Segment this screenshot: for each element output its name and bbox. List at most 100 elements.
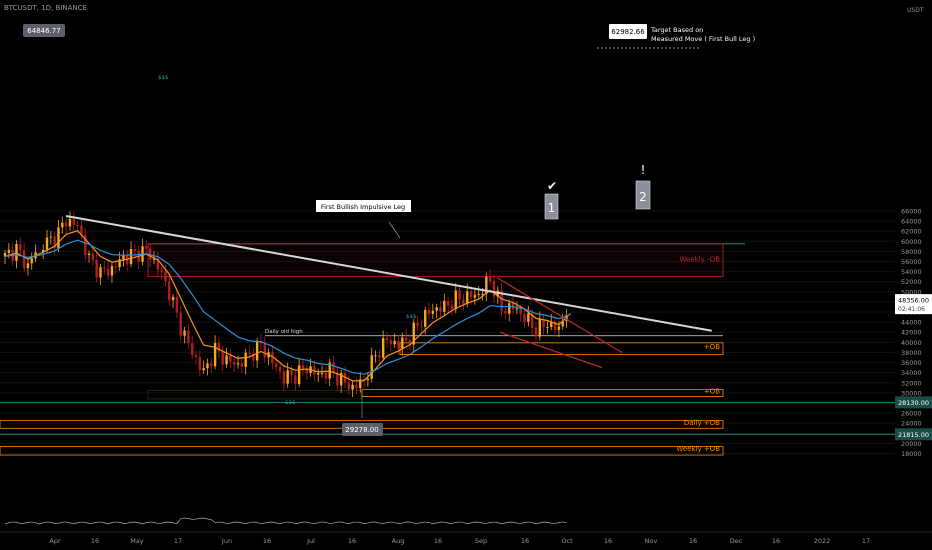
candle-body [488, 277, 492, 282]
y-tick-label: 60000 [901, 238, 922, 246]
channel-upper-line [496, 277, 623, 353]
candle-body [278, 367, 282, 372]
candle-body [7, 249, 11, 253]
exclaim-mark: ! [641, 163, 646, 177]
candle-body [381, 338, 385, 358]
candle-body [118, 259, 121, 268]
candle-body [473, 294, 477, 298]
y-tick-label: 30000 [901, 389, 922, 397]
candle-body [332, 362, 335, 374]
candle-body [320, 372, 324, 374]
candle-body [252, 353, 255, 361]
ema-fast-line [4, 230, 571, 382]
candle-body [225, 355, 228, 365]
x-tick-label: 16 [772, 537, 780, 545]
y-tick-label: 54000 [901, 268, 922, 276]
x-tick-label: 16 [348, 537, 356, 545]
target-value-box [609, 24, 647, 39]
countdown: 02:41:06 [898, 306, 925, 313]
volume-indicator-line [4, 517, 567, 525]
x-tick-label: May [130, 537, 144, 545]
candle-body [530, 313, 534, 328]
candle-body [3, 252, 7, 257]
price-tag-28130: 28130.00 [898, 399, 929, 407]
x-tick-label: 16 [91, 537, 99, 545]
impulse-label-box [316, 200, 411, 212]
candle-body [294, 375, 297, 384]
candle-body [454, 290, 457, 310]
box-1-label: 1 [548, 201, 556, 215]
candle-body [194, 354, 198, 357]
candle-body [106, 268, 110, 276]
candle-body [175, 296, 179, 313]
candle-body [206, 363, 209, 369]
ob-zone-2-label: +OB [704, 387, 720, 395]
candle-body [244, 352, 247, 367]
candle-body [30, 258, 33, 264]
ob-zone-1 [399, 342, 724, 355]
candle-body [45, 237, 49, 250]
candle-body [275, 363, 278, 368]
check-mark: ✔ [547, 179, 557, 193]
candle-body [221, 351, 224, 365]
y-tick-label: 58000 [901, 248, 922, 256]
x-tick-label: Aug [392, 537, 405, 545]
candle-body [26, 263, 30, 269]
candle-body [49, 236, 53, 238]
candle-body [61, 222, 64, 228]
x-tick-label: Jul [306, 537, 315, 545]
daily-old-high-label: Daily old high [265, 329, 303, 335]
x-tick-label: Oct [561, 537, 573, 545]
weekly-minus-ob-label: Weekly -OB [679, 255, 720, 263]
candle-body [355, 384, 358, 389]
weekly-ob-label: Weekly +OB [676, 445, 720, 453]
price-axis[interactable]: USDT180002000022000240002600028000300003… [895, 0, 932, 550]
order-block-zones: Weekly -OB Daily old high +OB +OB Daily +OB W… [0, 243, 895, 456]
candle-body [301, 365, 305, 370]
candle-body [160, 269, 163, 272]
moving-averages [4, 230, 571, 382]
candle-body [236, 363, 240, 365]
candle-body [87, 253, 91, 256]
candle-body [366, 378, 370, 381]
candle-body [527, 313, 530, 322]
candle-body [359, 379, 362, 389]
candle-body [122, 255, 125, 260]
low-label: 29278.00 [345, 426, 378, 434]
candle-body [53, 236, 56, 249]
ob-zone-1-label: +OB [704, 343, 720, 351]
symbol-title: BTCUSDT, 1D, BINANCE [4, 4, 87, 12]
target-value-label: 62982.66 [611, 28, 645, 36]
y-tick-label: 52000 [901, 278, 922, 286]
daily-ob-label: Daily +OB [684, 419, 720, 427]
dollar-label-1: $$$ [158, 75, 169, 81]
x-tick-label: 16 [521, 537, 529, 545]
x-tick-label: 16 [604, 537, 612, 545]
candle-body [164, 271, 167, 282]
x-tick-label: Dec [730, 537, 743, 545]
y-tick-label: 32000 [901, 379, 922, 387]
time-axis[interactable]: Apr 16 May 17 Jun 16 Jul 16 Aug 16 Sep 16 Oct 16 Nov 16… [0, 531, 932, 545]
ema-slow-line [4, 239, 571, 375]
candle-body [439, 307, 442, 312]
y-tick-label: 36000 [901, 359, 922, 367]
candle-body [156, 258, 159, 270]
candle-body [229, 355, 232, 362]
box-2 [635, 180, 651, 210]
candle-body [76, 224, 79, 226]
candle-body [401, 337, 404, 349]
candle-body [446, 300, 450, 306]
y-tick-label: 40000 [901, 339, 922, 347]
candle-body [424, 309, 427, 327]
candle-body [561, 321, 564, 327]
x-tick-label: Apr [49, 537, 61, 545]
weekly-minus-ob-zone [147, 243, 724, 278]
candle-body [477, 293, 480, 295]
candle-body [72, 218, 75, 225]
grid [0, 210, 895, 455]
candle-body [542, 318, 545, 328]
candle-body [80, 225, 83, 235]
x-tick-label: 17 [862, 537, 870, 545]
high-label-box [23, 24, 65, 37]
